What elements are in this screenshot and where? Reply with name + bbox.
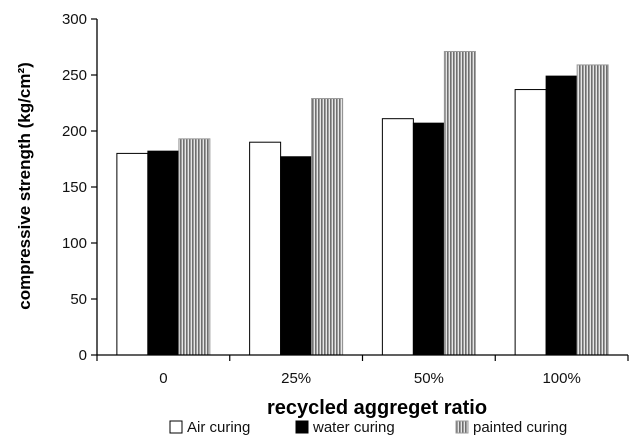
y-tick-label: 0	[79, 347, 87, 364]
bar-air-curing	[514, 89, 547, 356]
legend: Air curing water curing painted curing	[169, 419, 567, 436]
bar-air-curing	[381, 118, 414, 356]
bar-water-curing	[147, 150, 180, 356]
x-axis-title: recycled aggreget ratio	[267, 397, 487, 419]
x-tick-label: 50%	[414, 370, 444, 387]
bar-painted-curing	[576, 64, 609, 356]
bars-layer	[116, 50, 609, 356]
legend-swatch	[455, 420, 469, 434]
y-tick-label: 50	[70, 291, 87, 308]
bar-painted-curing	[311, 98, 344, 356]
y-tick-label: 300	[62, 11, 87, 28]
legend-label: water curing	[312, 419, 395, 436]
bar-water-curing	[545, 75, 578, 356]
bar-air-curing	[249, 141, 282, 356]
bar-painted-curing	[443, 50, 476, 356]
bar-water-curing	[280, 156, 313, 356]
y-tick-label: 150	[62, 179, 87, 196]
x-tick-label: 25%	[281, 370, 311, 387]
legend-swatch	[295, 420, 309, 434]
x-tick-label: 0	[159, 370, 167, 387]
x-tick-label: 100%	[542, 370, 580, 387]
y-tick-label: 100	[62, 235, 87, 252]
y-tick-label: 250	[62, 67, 87, 84]
bar-painted-curing	[178, 138, 211, 356]
legend-swatch	[169, 420, 183, 434]
legend-label: painted curing	[473, 419, 567, 436]
bar-water-curing	[412, 122, 445, 356]
y-tick-label: 200	[62, 123, 87, 140]
legend-label: Air curing	[187, 419, 250, 436]
bar-air-curing	[116, 152, 149, 356]
y-axis-title: compressive strength (kg/cm²)	[15, 62, 34, 310]
axes-layer: 0 50 100 150 200 250 300 0 25% 50% 100%	[62, 11, 629, 387]
